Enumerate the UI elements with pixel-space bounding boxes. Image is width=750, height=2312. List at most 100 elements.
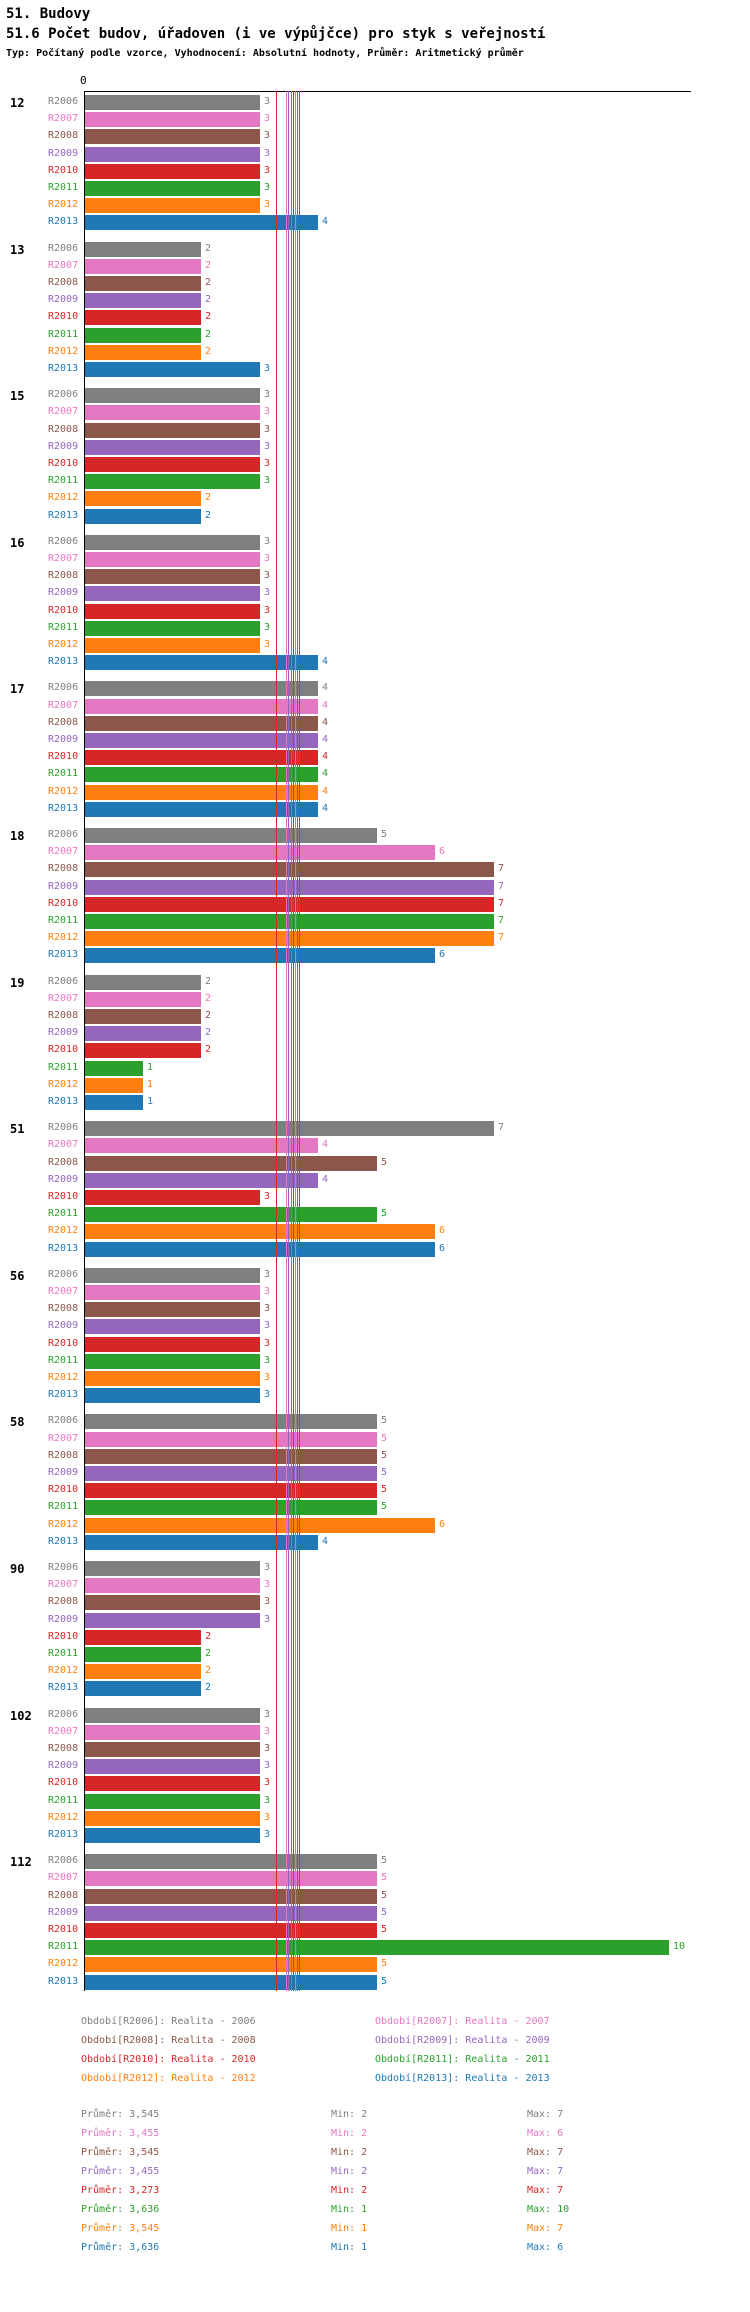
bar-value-label: 6 [439, 846, 446, 858]
bar [84, 422, 260, 438]
bar [84, 1776, 260, 1792]
bar-value-label: 3 [264, 1191, 271, 1202]
bar-value-label: 3 [264, 639, 271, 650]
chart-stats: Průměr: 3,545 Min: 2 Max: 7 Průměr: 3,455 Mi… [81, 2106, 701, 2258]
bar-series-label: R2009 [48, 587, 79, 599]
bar-series-label: R2009 [48, 1173, 79, 1185]
bar-series-label: R2010 [48, 604, 79, 616]
bar-series-label: R2013 [48, 1975, 79, 1987]
bar-series-label: R2007 [48, 1286, 79, 1297]
bar [84, 801, 318, 817]
bar-value-label: 3 [264, 1743, 271, 1754]
bar [84, 1009, 201, 1024]
bar-value-label: 3 [264, 1320, 271, 1332]
average-line-R2008 [293, 91, 295, 1991]
bar-value-label: 7 [498, 863, 505, 875]
bar [84, 974, 201, 990]
bar-value-label: 3 [264, 164, 271, 176]
chart-legend: Období[R2006]: Realita - 2006 Období[R200… [81, 2012, 550, 2088]
bar-value-label: 3 [264, 182, 271, 193]
bar [84, 1500, 377, 1516]
bar [84, 1060, 143, 1076]
bar-value-label: 6 [439, 1225, 446, 1237]
bar-series-label: R2006 [48, 96, 79, 107]
bar-series-label: R2009 [48, 294, 79, 306]
bar-series-label: R2013 [48, 802, 79, 814]
bar-value-label: 2 [205, 277, 212, 288]
bar-value-label: 3 [264, 1389, 271, 1401]
stats-prumer: Průměr: 3,636 [81, 2204, 160, 2215]
bar-value-label: 4 [322, 1535, 329, 1547]
legend-item-R2007: Období[R2007]: Realita - 2007 [375, 2016, 550, 2027]
bar-value-label: 2 [205, 345, 212, 357]
report-title: 51. Budovy [6, 6, 91, 22]
bar-series-label: R2012 [48, 1958, 79, 1970]
bar [84, 1448, 377, 1464]
stats-min: Min: 2 [331, 2185, 368, 2196]
bar-value-label: 3 [264, 423, 271, 435]
bar [84, 1319, 260, 1335]
bar [84, 181, 260, 196]
stats-min: Min: 2 [331, 2109, 368, 2120]
bar-value-label: 3 [264, 389, 271, 401]
average-line-R2013 [298, 91, 300, 1991]
bar-series-label: R2012 [48, 492, 79, 504]
bar-series-label: R2010 [48, 1191, 79, 1202]
bar-series-label: R2006 [48, 829, 79, 840]
bar-value-label: 2 [205, 1682, 212, 1694]
bar [84, 1534, 318, 1550]
bar-series-label: R2012 [48, 1665, 79, 1677]
bar-value-label: 3 [264, 96, 271, 107]
bar [84, 241, 201, 257]
bar [84, 1905, 377, 1921]
bar [84, 1224, 435, 1240]
bar [84, 1888, 377, 1904]
group-label: 90 [10, 1562, 25, 1576]
bar-series-label: R2011 [48, 1208, 79, 1220]
average-line-R2006 [291, 91, 293, 1991]
bar [84, 1302, 260, 1318]
stats-row-R2009: Průměr: 3,455 Min: 2 Max: 7 [81, 2163, 701, 2182]
stats-prumer: Průměr: 3,636 [81, 2242, 160, 2253]
bar [84, 733, 318, 748]
bar-series-label: R2006 [48, 1122, 79, 1134]
bar [84, 586, 260, 602]
bar-series-label: R2012 [48, 785, 79, 797]
bar [84, 1923, 377, 1938]
bar [84, 1466, 377, 1481]
bar-value-label: 2 [205, 1027, 212, 1039]
bar-value-label: 3 [264, 1372, 271, 1383]
bar-series-label: R2010 [48, 897, 79, 909]
bar-value-label: 5 [381, 1449, 388, 1461]
stats-row-R2006: Průměr: 3,545 Min: 2 Max: 7 [81, 2106, 701, 2125]
bar-series-label: R2007 [48, 699, 79, 711]
bar-series-label: R2008 [48, 423, 79, 435]
bar [84, 1026, 201, 1042]
bar [84, 603, 260, 619]
bar-value-label: 3 [264, 1725, 271, 1737]
bar-series-label: R2010 [48, 311, 79, 323]
bar-series-label: R2011 [48, 1061, 79, 1073]
x-axis-zero-label: 0 [80, 74, 87, 87]
bar [84, 1595, 260, 1611]
bar-series-label: R2009 [48, 1027, 79, 1039]
bar [84, 1172, 318, 1188]
bar-series-label: R2013 [48, 1829, 79, 1840]
bar [84, 327, 201, 343]
bar-value-label: 5 [381, 1484, 388, 1496]
bar-value-label: 3 [264, 1811, 271, 1823]
bar-series-label: R2006 [48, 975, 79, 987]
bar-series-label: R2010 [48, 1777, 79, 1789]
bar-series-label: R2007 [48, 1872, 79, 1884]
bar [84, 163, 260, 179]
bar [84, 1353, 260, 1369]
bar-series-label: R2007 [48, 113, 79, 125]
bar-series-label: R2013 [48, 1096, 79, 1107]
legend-item-R2006: Období[R2006]: Realita - 2006 [81, 2016, 256, 2027]
bar-value-label: 5 [381, 1975, 388, 1987]
bar-series-label: R2007 [48, 1139, 79, 1151]
bar [84, 1431, 377, 1447]
bar-value-label: 2 [205, 492, 212, 504]
legend-item-R2010: Období[R2010]: Realita - 2010 [81, 2054, 256, 2065]
